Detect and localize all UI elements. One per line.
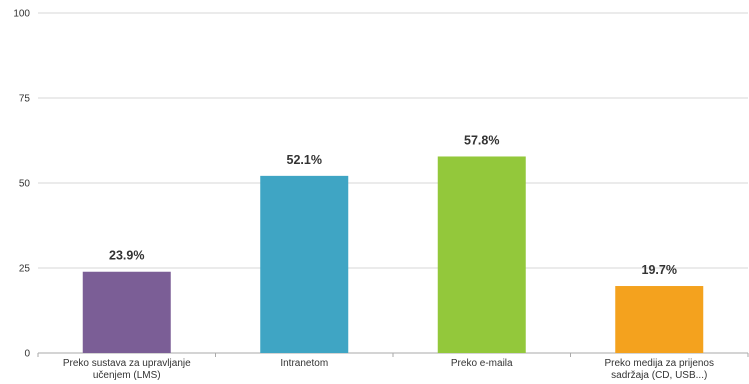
- bar-data-label: 57.8%: [464, 133, 499, 147]
- data-labels: 23.9% 52.1% 57.8% 19.7%: [109, 133, 677, 277]
- bar: [260, 175, 349, 353]
- category-label: Intranetom: [280, 358, 328, 369]
- bars: [82, 156, 704, 353]
- bar: [82, 271, 171, 353]
- category-label: učenjem (LMS): [93, 370, 161, 381]
- bar: [615, 286, 704, 353]
- y-tick-label: 75: [19, 94, 31, 105]
- bar-data-label: 23.9%: [109, 249, 144, 263]
- y-axis-ticks: 0 25 50 75 100: [13, 9, 30, 360]
- bar: [437, 156, 526, 353]
- category-label: Preko e-maila: [451, 358, 513, 369]
- y-tick-label: 25: [19, 264, 31, 275]
- y-tick-label: 0: [24, 349, 30, 360]
- y-tick-label: 100: [13, 9, 30, 20]
- bar-data-label: 19.7%: [642, 263, 677, 277]
- bar-data-label: 52.1%: [287, 153, 322, 167]
- y-tick-label: 50: [19, 179, 31, 190]
- category-label: sadržaja (CD, USB...): [611, 370, 707, 381]
- category-label: Preko medija za prijenos: [605, 358, 715, 369]
- category-label: Preko sustava za upravljanje: [63, 358, 191, 369]
